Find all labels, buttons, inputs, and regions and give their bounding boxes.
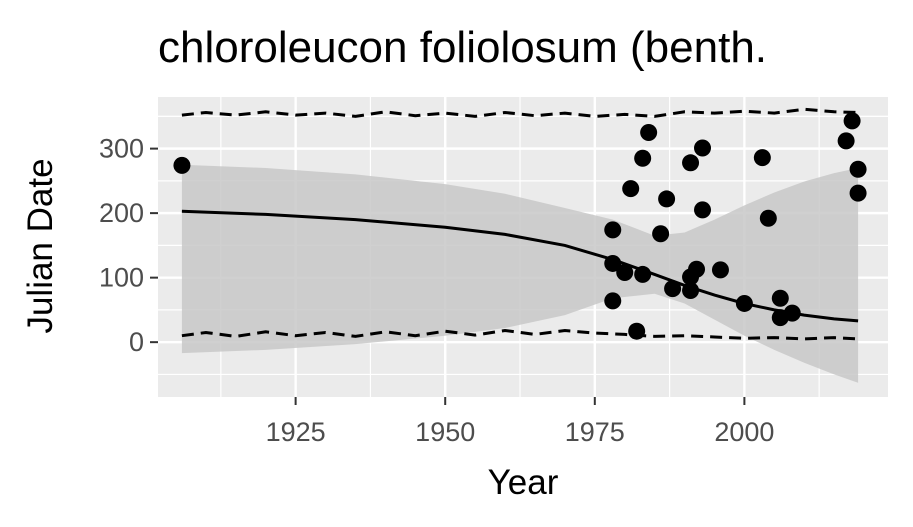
data-point <box>604 221 622 239</box>
data-point <box>783 304 801 322</box>
data-point <box>711 261 729 279</box>
data-point <box>849 160 867 178</box>
data-point <box>622 180 640 198</box>
data-point <box>634 265 652 283</box>
data-point <box>771 289 789 307</box>
data-point <box>682 154 700 172</box>
y-tick-label: 0 <box>129 327 144 357</box>
y-tick-label: 300 <box>99 134 144 164</box>
x-tick-label: 1950 <box>415 417 475 447</box>
data-point <box>837 132 855 150</box>
x-axis-title: Year <box>488 463 559 502</box>
data-point <box>604 292 622 310</box>
x-tick-label: 1975 <box>565 417 625 447</box>
upper-bound-line <box>181 107 859 118</box>
x-axis: 1925 1950 1975 2000 <box>266 397 774 447</box>
x-tick-label: 1925 <box>266 417 326 447</box>
data-point <box>652 225 670 243</box>
data-point <box>173 156 191 174</box>
data-point <box>634 149 652 167</box>
data-point <box>753 149 771 167</box>
data-point <box>628 322 646 340</box>
data-point <box>658 190 676 208</box>
data-point <box>735 294 753 312</box>
x-tick-label: 2000 <box>714 417 774 447</box>
y-axis-title: Julian Date <box>21 158 60 333</box>
data-points <box>173 112 867 340</box>
data-point <box>664 280 682 298</box>
y-axis: 0 100 200 300 <box>99 134 158 357</box>
data-point <box>640 123 658 141</box>
data-point <box>604 254 622 272</box>
data-point <box>759 209 777 227</box>
data-point <box>694 139 712 157</box>
y-tick-label: 200 <box>99 198 144 228</box>
y-tick-label: 100 <box>99 263 144 293</box>
data-point <box>688 260 706 278</box>
data-point <box>616 263 634 281</box>
data-point <box>682 282 700 300</box>
chart-title: chloroleucon foliolosum (benth. <box>158 23 767 72</box>
data-point <box>843 112 861 130</box>
data-point <box>849 184 867 202</box>
data-point <box>694 201 712 219</box>
lower-bound-line <box>181 328 859 341</box>
